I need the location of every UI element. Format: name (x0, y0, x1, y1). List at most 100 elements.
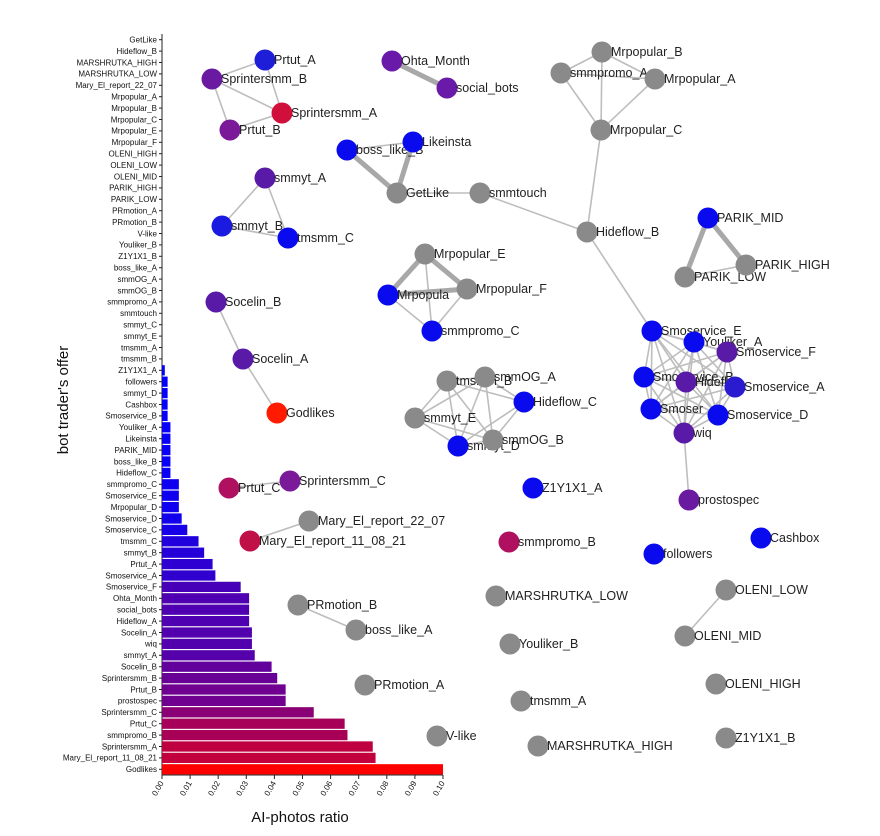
y-tick-label-parik-mid: PARIK_MID (114, 446, 157, 455)
bar-sprintersmm-b (162, 672, 278, 684)
node-parik-mid (697, 207, 719, 229)
y-tick-label-smmyt-d: smmyt_D (123, 389, 157, 398)
x-axis-label: AI-photos ratio (251, 809, 349, 826)
node-tmsmm-c (277, 227, 299, 249)
y-tick-label-likeinsta: Likeinsta (125, 435, 157, 444)
edge-boss-like-b-likeinsta (346, 141, 414, 151)
y-tick-label-youliker-a: Youliker_A (119, 423, 158, 432)
edge-smoservice-b-smoservice-d (643, 376, 719, 416)
node-social-bots (436, 77, 458, 99)
edge-smoservice-f-smoservice-d (717, 351, 728, 416)
bar-smmpromo-b (162, 729, 348, 741)
node-smmpromo-c (421, 320, 443, 342)
x-tick-label-0-08: 0.08 (375, 779, 391, 797)
edge-hideflow-b-smoservice-e (586, 231, 653, 332)
node-prostospec (678, 489, 700, 511)
node-label-smoservice-f: Smoservice_F (736, 345, 816, 359)
node-label-hideflow-c: Hideflow_C (533, 395, 597, 409)
node-label-marshrutka-low: MARSHRUTKA_LOW (505, 589, 628, 603)
y-tick-label-smmpromo-b: smmpromo_B (107, 731, 157, 740)
y-tick-label-smmog-b: smmOG_B (117, 286, 157, 295)
node-hideflow-a (675, 371, 697, 393)
node-oleni-low (715, 579, 737, 601)
node-smoservice-b (633, 366, 655, 388)
y-tick-label-youliker-b: Youliker_B (119, 241, 157, 250)
y-tick-label-smoservice-a: Smoservice_A (105, 571, 157, 580)
node-sprintersmm-b (201, 68, 223, 90)
edge-smmog-a-smmyt-e (414, 376, 486, 419)
node-tmsmm-a (510, 690, 532, 712)
bar-smoservice-f (162, 581, 241, 593)
edge-tmsmm-b-hideflow-c (446, 380, 525, 403)
network-nodes: Prtut_A Sprintersmm_B Sprintersmm_A Prtut_B… (201, 41, 830, 757)
node-z1y1x1-a (522, 477, 544, 499)
y-tick-label-prmotion-a: PRmotion_A (112, 207, 158, 216)
node-boss-like-b (336, 139, 358, 161)
node-sprintersmm-c (279, 470, 301, 492)
node-followers (643, 543, 665, 565)
edge-smoservice-a-smoservice-c (650, 386, 736, 410)
x-tick-label-0-09: 0.09 (403, 779, 419, 797)
edge-parik-mid-parik-low (682, 217, 711, 278)
y-tick-label-smoservice-e: Smoservice_E (105, 492, 157, 501)
y-tick-label-smoservice-c: Smoservice_C (105, 526, 157, 535)
y-tick-label-sprintersmm-c: Sprintersmm_C (101, 708, 157, 717)
node-smoservice-c (640, 398, 662, 420)
y-tick-label-socelin-b: Socelin_B (121, 663, 157, 672)
bar-smmyt-b (162, 547, 205, 558)
edge-mrpopular-b-mrpopular-c (600, 51, 603, 131)
node-label-smoservice-e: Smoservice_E (661, 324, 742, 338)
bar-chart: GetLike Hideflow_B MARSHRUTKA_HIGH MARSHRUT… (55, 18, 447, 826)
x-tick-label-0-04: 0.04 (263, 779, 279, 797)
bar-godlikes (162, 764, 443, 775)
node-label-oleni-mid: OLENI_MID (694, 629, 761, 643)
node-label-smmyt-b: smmyt_B (231, 219, 283, 233)
node-label-social-bots: social_bots (456, 81, 519, 95)
node-smoservice-a (724, 376, 746, 398)
bar-smoservice-e (162, 490, 179, 501)
y-tick-label-followers: followers (125, 378, 157, 387)
bar-hideflow-a (162, 615, 250, 627)
y-tick-label-smmyt-c: smmyt_C (123, 321, 157, 330)
y-tick-label-smmtouch: smmtouch (120, 309, 157, 318)
node-prtut-a (254, 49, 276, 71)
node-smmyt-a (254, 167, 276, 189)
bar-smoservice-c (162, 524, 188, 536)
node-label-oleni-low: OLENI_LOW (735, 583, 808, 597)
node-socelin-b (205, 291, 227, 313)
node-smmog-b (482, 429, 504, 451)
y-tick-label-wiq: wiq (144, 640, 157, 649)
y-tick-label-socelin-a: Socelin_A (121, 628, 158, 637)
y-tick-label-smoservice-d: Smoservice_D (105, 514, 157, 523)
y-tick-label-smmyt-e: smmyt_E (124, 332, 157, 341)
bar-smoservice-d (162, 513, 182, 524)
node-tmsmm-b (436, 370, 458, 392)
y-tick-label-godlikes: Godlikes (126, 765, 157, 774)
edge-sprintersmm-b-sprintersmm-a (211, 78, 283, 114)
edge-boss-like-b-getlike (345, 148, 399, 195)
node-prmotion-b (287, 594, 309, 616)
node-label-prtut-b: Prtut_B (239, 123, 281, 137)
bar-youliker-a (162, 422, 171, 433)
bar-mary-el-report-11-08-21 (162, 752, 376, 764)
node-mrpopular-a (644, 68, 666, 90)
node-label-ohta-month: Ohta_Month (401, 54, 470, 68)
edge-tmsmm-b-smmog-b (446, 380, 494, 441)
edge-socelin-b-socelin-a (215, 301, 244, 360)
y-tick-label-prmotion-b: PRmotion_B (112, 218, 157, 227)
bar-sprintersmm-a (162, 741, 373, 752)
bar-followers (162, 376, 168, 387)
node-label-smmog-b: smmOG_B (502, 433, 564, 447)
edge-smmyt-b-tmsmm-c (221, 225, 289, 239)
bar-mrpopular-d (162, 501, 179, 513)
node-smoservice-f (716, 341, 738, 363)
edge-mrpopular-c-hideflow-b (586, 129, 602, 233)
x-tick-label-0-10: 0.10 (431, 779, 447, 797)
node-label-smmyt-a: smmyt_A (274, 171, 327, 185)
y-tick-label-boss-like-b: boss_like_B (114, 457, 157, 466)
bar-likeinsta (162, 433, 171, 444)
node-label-smmtouch: smmtouch (489, 186, 547, 200)
node-label-parik-mid: PARIK_MID (717, 211, 783, 225)
y-tick-label-cashbox: Cashbox (125, 400, 157, 409)
edge-smoservice-f-wiq (683, 351, 728, 434)
